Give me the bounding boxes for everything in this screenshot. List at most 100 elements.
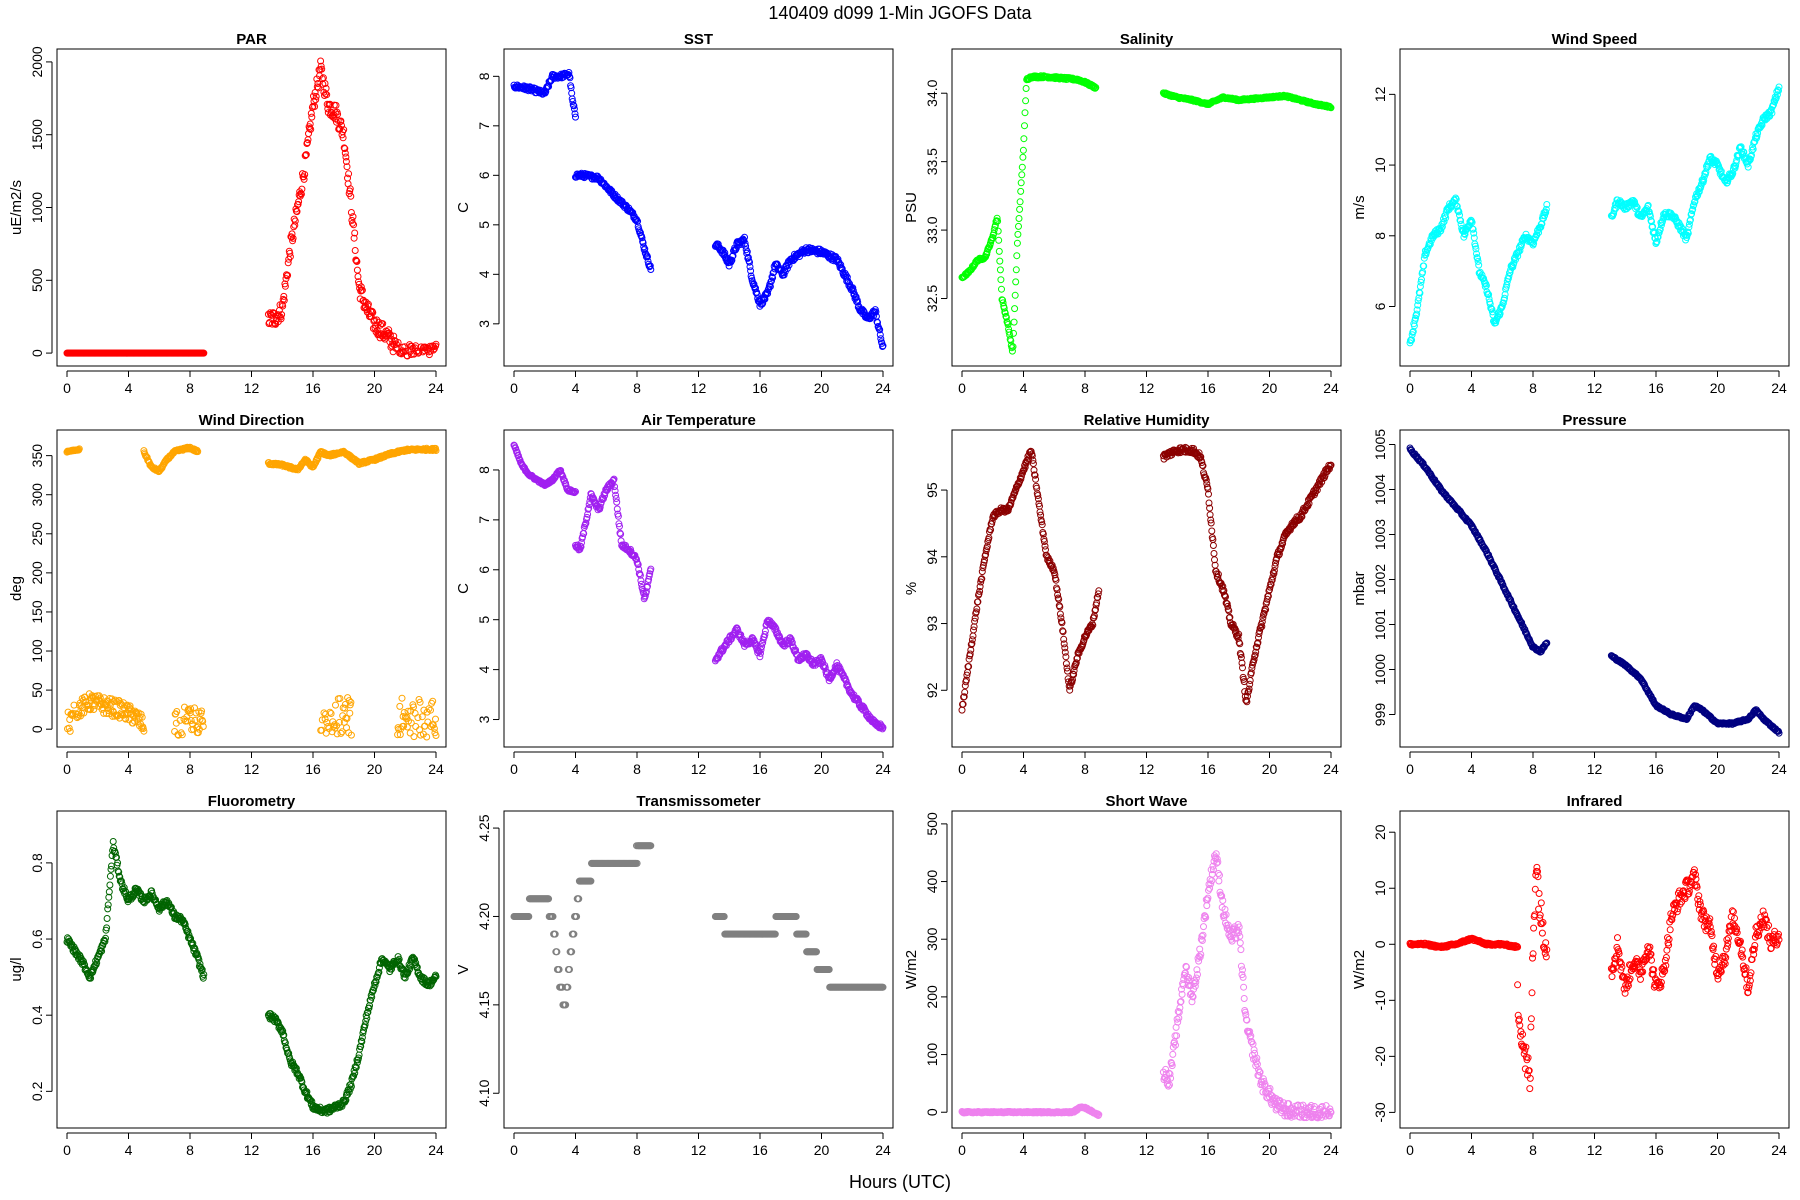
x-tick-label: 20 — [1262, 761, 1278, 777]
y-tick-label: 1002 — [1372, 564, 1388, 595]
x-tick-label: 8 — [1529, 761, 1537, 777]
data-point — [340, 144, 348, 152]
data-point — [767, 278, 775, 286]
x-tick-label: 0 — [510, 761, 518, 777]
y-tick-label: 250 — [29, 522, 45, 546]
y-axis-label: ug/l — [8, 957, 25, 981]
y-axis-label: C — [455, 202, 472, 213]
data-point — [1014, 230, 1022, 238]
x-tick-label: 8 — [186, 1142, 194, 1158]
data-point — [402, 347, 410, 355]
data-point — [1011, 291, 1019, 299]
data-point — [297, 190, 305, 197]
y-tick-label: 6 — [476, 566, 492, 574]
y-tick-label: 1500 — [29, 119, 45, 150]
data-point — [317, 62, 325, 70]
y-tick-label: 2000 — [29, 46, 45, 77]
y-tick-label: 7 — [476, 122, 492, 130]
data-point — [104, 901, 112, 909]
data-point — [297, 190, 305, 198]
x-tick-label: 12 — [691, 380, 707, 396]
data-point — [644, 253, 651, 261]
y-tick-label: 0.6 — [29, 929, 45, 949]
data-point — [1475, 261, 1483, 269]
data-point — [1022, 97, 1030, 105]
data-point — [323, 91, 331, 99]
data-point — [408, 342, 416, 350]
data-point — [1012, 278, 1020, 286]
data-point — [103, 915, 111, 922]
x-tick-label: 16 — [1200, 380, 1216, 396]
data-point — [284, 271, 292, 279]
data-point — [425, 351, 433, 359]
data-point — [1015, 222, 1022, 230]
panel-title: Salinity — [1120, 31, 1174, 48]
x-tick-label: 4 — [125, 1142, 133, 1158]
y-tick-label: 5 — [476, 221, 492, 229]
data-point — [1016, 205, 1024, 213]
data-point — [351, 247, 359, 254]
data-point — [1018, 171, 1026, 179]
y-tick-label: 0.2 — [29, 1081, 45, 1101]
data-point — [347, 209, 355, 216]
data-point — [277, 315, 285, 323]
data-point — [351, 229, 359, 237]
data-points — [63, 57, 440, 360]
data-point — [728, 256, 736, 264]
data-point — [996, 266, 1004, 274]
data-point — [410, 733, 418, 741]
y-axis-label: deg — [8, 576, 25, 601]
x-tick-label: 0 — [1406, 761, 1414, 777]
data-point — [333, 118, 340, 126]
x-tick-label: 12 — [1587, 380, 1603, 396]
data-point — [570, 102, 578, 110]
x-tick-label: 16 — [305, 761, 321, 777]
data-point — [289, 234, 297, 242]
data-point — [1017, 187, 1025, 195]
data-point — [1210, 550, 1218, 557]
data-point — [1021, 109, 1029, 117]
data-point — [109, 838, 117, 845]
data-point — [647, 266, 655, 273]
data-points — [958, 443, 1335, 714]
data-point — [288, 233, 295, 241]
data-point — [994, 227, 1002, 235]
y-tick-label: 33.5 — [924, 148, 940, 175]
x-tick-label: 24 — [428, 380, 444, 396]
data-point — [741, 239, 749, 247]
data-point — [332, 701, 339, 709]
x-tick-label: 4 — [1468, 761, 1476, 777]
y-tick-label: 12 — [1372, 86, 1388, 102]
data-point — [310, 92, 317, 100]
y-tick-label: 999 — [1372, 703, 1388, 727]
y-tick-label: 0 — [29, 349, 45, 357]
data-point — [301, 152, 309, 160]
data-point — [364, 300, 372, 308]
y-tick-label: 1001 — [1372, 609, 1388, 640]
x-tick-label: 24 — [428, 761, 444, 777]
data-point — [354, 273, 362, 280]
data-point — [322, 90, 330, 98]
y-tick-label: 8 — [476, 466, 492, 474]
data-point — [627, 207, 635, 215]
y-tick-label: 50 — [29, 682, 45, 698]
data-point — [308, 113, 316, 121]
data-point — [571, 110, 579, 118]
y-tick-label: 0.8 — [29, 853, 45, 873]
data-point — [1005, 328, 1013, 336]
data-point — [353, 266, 361, 274]
x-tick-label: 12 — [1139, 761, 1155, 777]
data-point — [991, 221, 999, 229]
data-point — [346, 185, 354, 193]
y-tick-label: 3 — [476, 715, 492, 723]
data-point — [1008, 347, 1016, 355]
data-point — [1018, 163, 1026, 171]
y-tick-label: 8 — [476, 72, 492, 80]
y-tick-label: 150 — [29, 600, 45, 624]
data-point — [796, 253, 803, 260]
data-point — [752, 284, 759, 292]
data-point — [429, 346, 437, 354]
x-tick-label: 8 — [1081, 761, 1089, 777]
